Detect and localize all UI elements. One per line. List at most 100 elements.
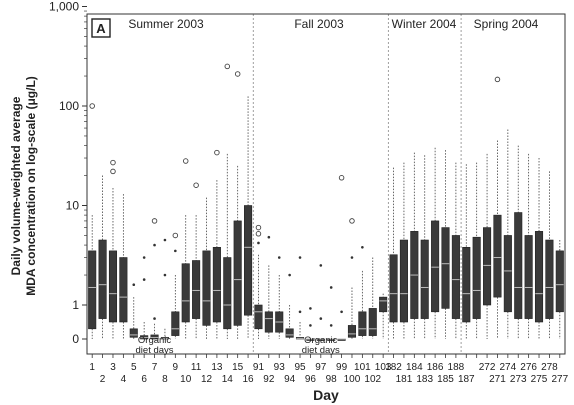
box-iqr	[524, 235, 533, 319]
x-tick-label-top: 274	[500, 362, 517, 373]
box-8	[160, 238, 169, 340]
box-101	[358, 246, 367, 339]
outlier-point	[255, 231, 262, 237]
outlier-point	[172, 232, 179, 239]
box-94	[285, 273, 294, 339]
box-iqr	[503, 235, 512, 313]
box-181	[399, 162, 408, 339]
x-tick-label-bottom: 4	[121, 374, 127, 385]
box-iqr	[285, 328, 294, 338]
box-iqr	[264, 311, 273, 333]
outlier-point	[214, 149, 220, 156]
outlier-point	[255, 224, 262, 231]
box-iqr	[379, 296, 388, 313]
box-92	[264, 235, 273, 339]
box-16	[244, 96, 253, 339]
outlier-point	[163, 273, 167, 277]
box-2	[98, 175, 107, 339]
box-iqr	[212, 247, 221, 323]
x-tick-label-bottom: 8	[162, 374, 168, 385]
x-tick-label-top: 272	[479, 362, 496, 373]
box-278	[545, 171, 554, 339]
x-tick-label-top: 276	[520, 362, 537, 373]
box-97	[316, 264, 325, 341]
x-tick-label-top: 278	[541, 362, 558, 373]
outlier-point	[319, 317, 323, 320]
box-183	[420, 155, 429, 339]
outlier-point	[174, 249, 177, 253]
x-tick-label-top: 93	[274, 362, 286, 373]
x-tick-label-top: 91	[253, 362, 265, 373]
x-tick-label-bottom: 94	[284, 374, 296, 385]
box-1	[88, 103, 97, 339]
box-100	[347, 218, 357, 339]
box-5	[129, 283, 138, 339]
box-14	[223, 63, 232, 339]
box-277	[555, 240, 564, 339]
outlier-point	[132, 283, 136, 286]
x-tick-label-bottom: 14	[222, 374, 234, 385]
x-tick-label-bottom: 16	[243, 374, 255, 385]
x-tick-label-bottom: 12	[201, 374, 213, 385]
box-iqr	[545, 239, 554, 319]
x-tick-label-bottom: 6	[141, 374, 147, 385]
season-label-winter: Winter 2004	[392, 17, 457, 31]
box-iqr	[368, 308, 377, 336]
box-iqr	[171, 311, 180, 336]
outlier-point	[234, 71, 241, 77]
x-tick-label-top: 3	[110, 362, 116, 373]
x-tick-label-top: 182	[385, 362, 402, 373]
box-iqr	[358, 311, 367, 336]
annotation-organic-diet-line1: Organic	[304, 335, 338, 346]
box-98	[327, 286, 336, 341]
plot-frame	[86, 13, 566, 355]
x-tick-label-top: 186	[427, 362, 444, 373]
x-tick-label-bottom: 185	[437, 374, 454, 385]
box-iqr	[399, 239, 408, 323]
box-iqr	[150, 334, 159, 340]
box-188	[472, 162, 481, 339]
box-iqr	[534, 231, 544, 323]
box-iqr	[108, 250, 118, 323]
outlier-point	[277, 256, 281, 259]
outlier-point	[267, 235, 271, 239]
box-11	[192, 182, 201, 339]
box-iqr	[202, 250, 211, 326]
x-tick-label-top: 101	[354, 362, 371, 373]
box-188	[451, 162, 460, 339]
box-iqr	[192, 260, 201, 319]
x-tick-label-bottom: 100	[344, 374, 361, 385]
box-iqr	[462, 247, 471, 323]
outlier-point	[193, 182, 199, 188]
box-271	[493, 76, 502, 339]
outlier-point	[309, 324, 312, 327]
box-185	[441, 150, 450, 339]
outlier-point	[338, 175, 345, 181]
box-iqr	[181, 263, 190, 323]
box-iqr	[119, 257, 128, 323]
outlier-point	[329, 324, 333, 327]
box-274	[503, 129, 512, 339]
outlier-point	[288, 273, 291, 277]
box-99	[337, 175, 346, 341]
x-tick-label-top: 1	[89, 362, 95, 373]
outlier-point	[182, 158, 189, 164]
outlier-point	[142, 278, 146, 281]
box-182	[389, 167, 398, 339]
x-tick-label-bottom: 273	[510, 374, 527, 385]
panel-label-box	[91, 18, 111, 38]
x-tick-label-bottom: 96	[305, 374, 317, 385]
box-273	[514, 145, 523, 339]
outlier-point	[494, 76, 501, 83]
y-tick-label: 1,000	[49, 0, 79, 14]
x-tick-label-bottom: 92	[263, 374, 275, 385]
season-label-fall: Fall 2003	[294, 17, 344, 31]
y-axis-label-line2: MDA concentration on log-scale (μg/L)	[24, 76, 38, 296]
x-tick-label-top: 188	[448, 362, 465, 373]
annotation-organic-diet-line1: Organic	[138, 335, 172, 346]
box-iqr	[431, 220, 440, 313]
box-iqr	[441, 227, 450, 309]
x-axis-label: Day	[313, 387, 339, 403]
outlier-point	[257, 241, 260, 245]
